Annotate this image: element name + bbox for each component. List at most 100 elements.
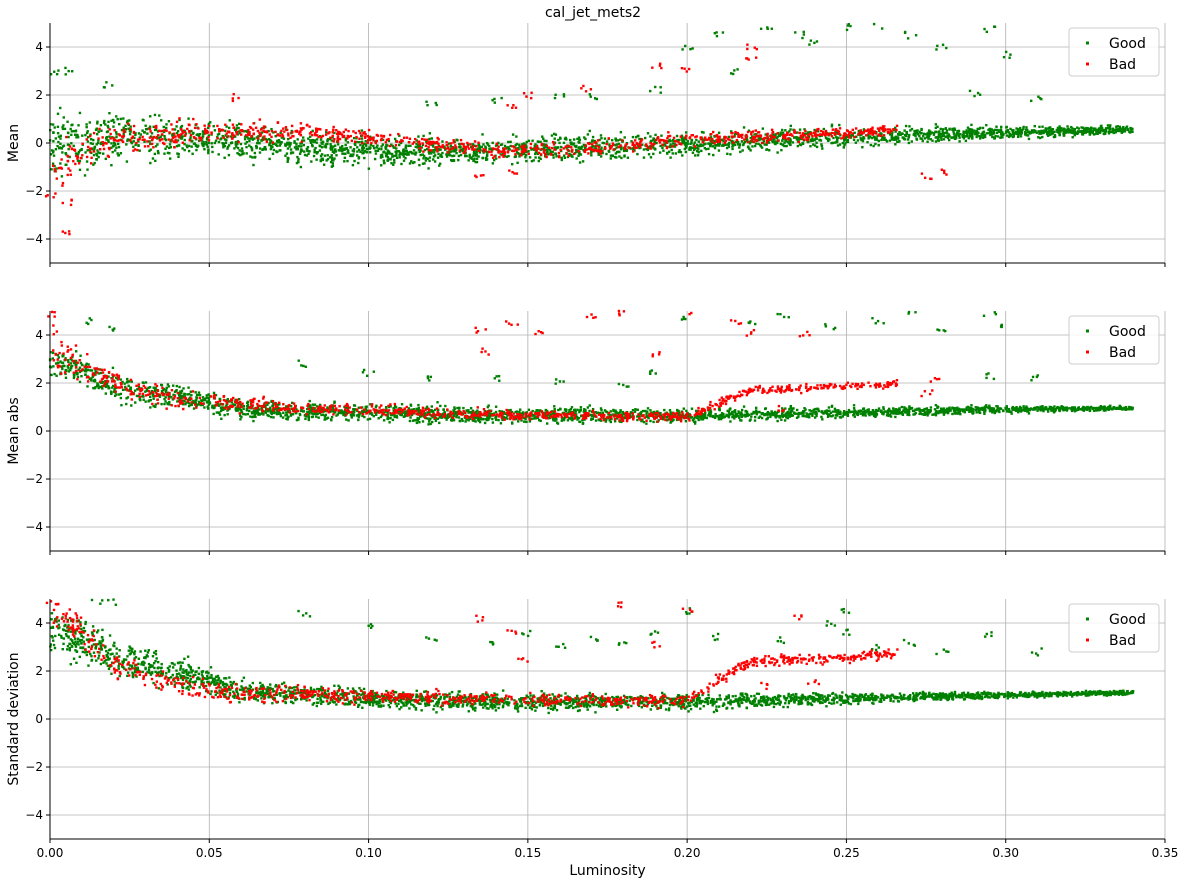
point-good — [916, 133, 920, 136]
point-good — [947, 409, 951, 413]
point-good — [84, 373, 87, 376]
point-bad — [336, 135, 340, 138]
point-bad — [427, 148, 431, 152]
point-good — [164, 390, 168, 394]
point-good — [305, 415, 308, 418]
point-good — [117, 142, 120, 146]
point-good — [1107, 130, 1110, 134]
point-good — [344, 147, 347, 150]
point-good — [767, 141, 771, 144]
point-bad — [858, 131, 862, 134]
point-good — [149, 161, 152, 165]
point-good — [1066, 125, 1069, 128]
point-good — [788, 130, 791, 133]
point-bad — [336, 138, 339, 141]
point-good — [844, 135, 847, 139]
point-good — [144, 124, 147, 127]
point-bad — [184, 134, 187, 137]
point-good — [726, 409, 729, 413]
point-good — [936, 125, 939, 129]
point-good — [709, 409, 712, 412]
point-good — [236, 152, 239, 155]
point-good — [207, 403, 211, 406]
point-good — [696, 154, 700, 157]
point-good — [239, 414, 242, 417]
point-good — [200, 142, 204, 145]
point-good — [159, 135, 162, 138]
point-bad — [66, 159, 70, 163]
point-good — [308, 412, 311, 415]
point-good — [405, 149, 408, 153]
point-good — [201, 143, 204, 147]
point-bad — [881, 127, 884, 130]
point-bad — [342, 130, 346, 134]
outlier-point-good — [872, 22, 876, 26]
point-good — [238, 130, 241, 133]
point-good — [148, 386, 152, 389]
point-good — [346, 406, 350, 410]
point-good — [844, 411, 847, 415]
point-good — [994, 128, 997, 132]
outlier-point-bad — [232, 93, 235, 96]
point-good — [1060, 407, 1063, 410]
outlier-point-good — [1009, 53, 1012, 56]
point-good — [153, 113, 157, 117]
point-bad — [765, 141, 769, 144]
point-bad — [761, 138, 765, 141]
point-good — [774, 133, 777, 136]
point-good — [638, 137, 641, 141]
point-bad — [259, 128, 263, 131]
point-good — [139, 133, 142, 136]
point-good — [781, 131, 785, 134]
point-bad — [751, 137, 755, 140]
point-good — [964, 139, 968, 143]
point-good — [1089, 126, 1093, 129]
point-good — [562, 141, 566, 145]
point-good — [206, 136, 209, 140]
point-good — [315, 158, 318, 161]
point-bad — [268, 133, 271, 136]
point-good — [295, 142, 298, 145]
point-good — [867, 137, 870, 140]
point-bad — [192, 135, 196, 139]
point-good — [251, 156, 254, 159]
point-good — [336, 143, 340, 146]
point-bad — [103, 141, 107, 145]
point-bad — [408, 137, 412, 140]
point-bad — [466, 145, 470, 148]
point-bad — [361, 134, 364, 137]
point-good — [1056, 126, 1060, 130]
point-good — [78, 111, 82, 115]
point-good — [494, 410, 498, 414]
point-good — [438, 421, 441, 425]
point-good — [337, 149, 340, 152]
point-good — [395, 147, 398, 150]
point-good — [674, 152, 678, 155]
point-good — [183, 393, 186, 396]
point-good — [1001, 136, 1004, 139]
point-good — [345, 147, 348, 150]
point-bad — [842, 136, 845, 139]
point-good — [575, 145, 578, 148]
point-good — [50, 149, 54, 152]
point-good — [53, 164, 56, 168]
point-good — [577, 151, 581, 155]
point-good — [614, 152, 618, 155]
point-good — [351, 163, 355, 167]
point-good — [649, 135, 652, 138]
point-good — [162, 125, 165, 129]
point-good — [70, 133, 73, 137]
point-good — [918, 134, 921, 138]
point-bad — [203, 129, 207, 133]
point-good — [262, 147, 266, 151]
outlier-point-good — [595, 97, 599, 101]
point-good — [705, 416, 709, 420]
point-bad — [53, 168, 56, 171]
point-good — [332, 145, 335, 148]
point-bad — [160, 129, 163, 133]
point-good — [684, 419, 688, 423]
point-good — [116, 152, 119, 155]
point-good — [1000, 125, 1003, 129]
point-good — [189, 136, 192, 139]
point-bad — [445, 141, 448, 144]
